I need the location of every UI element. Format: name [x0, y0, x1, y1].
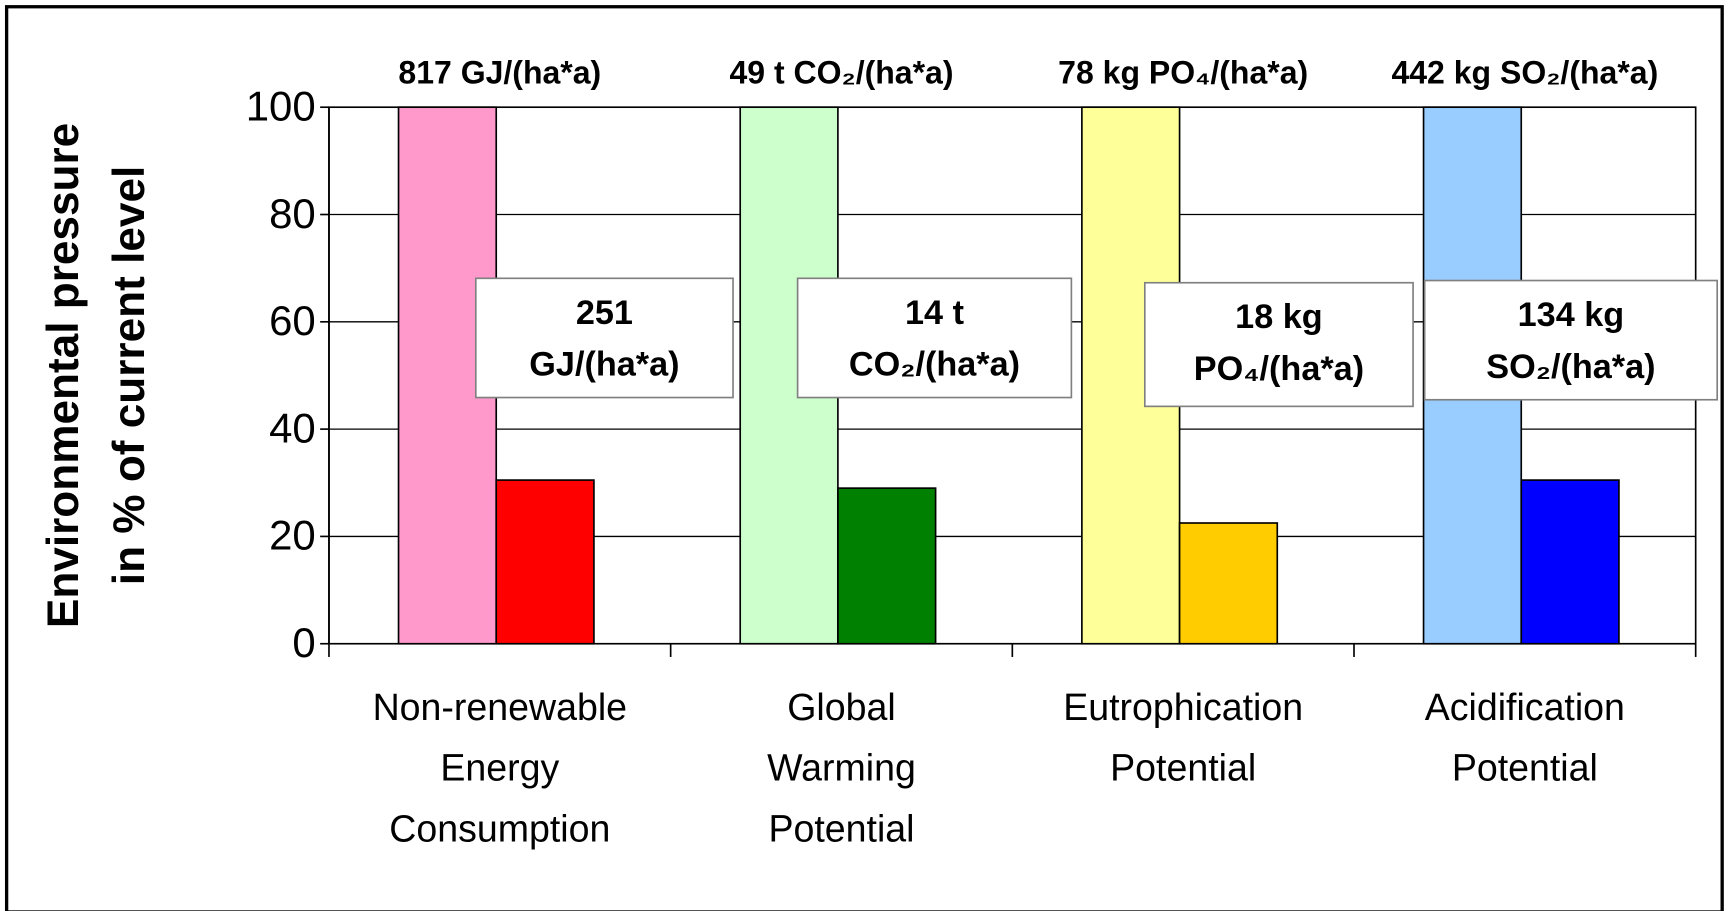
bar: [1178, 522, 1279, 645]
y-tick-label: 60: [269, 297, 316, 344]
label-box: [474, 277, 734, 399]
label-box: [1143, 281, 1414, 408]
x-tick-label: Non-renewable: [373, 686, 627, 728]
bar: [837, 487, 937, 645]
y-tick-label: 20: [269, 512, 316, 559]
x-tick-label: Global: [787, 686, 895, 728]
value-label: CO₂/(ha*a): [849, 346, 1020, 384]
value-label: 14 t: [905, 294, 964, 332]
value-label: 49 t CO₂/(ha*a): [729, 55, 953, 91]
value-label: 78 kg PO₄/(ha*a): [1058, 55, 1308, 91]
label-box: [1423, 279, 1719, 401]
x-tick-label: Energy: [440, 747, 559, 789]
value-label: GJ/(ha*a): [529, 346, 679, 384]
x-tick-label: Consumption: [389, 807, 610, 849]
y-tick-label: 40: [269, 404, 316, 451]
value-label: 134 kg: [1518, 296, 1625, 334]
value-label: 18 kg: [1235, 298, 1323, 336]
x-tick-label: Acidification: [1425, 686, 1625, 728]
x-tick-label: Warming: [767, 747, 916, 789]
y-tick-label: 0: [292, 619, 315, 666]
x-tick-label: Potential: [768, 807, 914, 849]
value-label: PO₄/(ha*a): [1194, 350, 1364, 388]
value-label: SO₂/(ha*a): [1486, 348, 1655, 386]
x-tick-label: Eutrophication: [1063, 686, 1303, 728]
value-label: 251: [576, 294, 633, 332]
value-label: 442 kg SO₂/(ha*a): [1391, 55, 1658, 91]
y-axis-label: in % of current level: [105, 166, 154, 585]
x-tick-label: Potential: [1452, 747, 1598, 789]
x-tick-label: Potential: [1110, 747, 1256, 789]
bar: [495, 479, 595, 645]
value-label: 817 GJ/(ha*a): [398, 55, 601, 91]
y-tick-label: 100: [246, 82, 316, 129]
label-box: [796, 277, 1073, 399]
bar: [1520, 479, 1620, 645]
y-axis-label: Environmental pressure: [39, 123, 88, 628]
y-tick-label: 80: [269, 190, 316, 237]
